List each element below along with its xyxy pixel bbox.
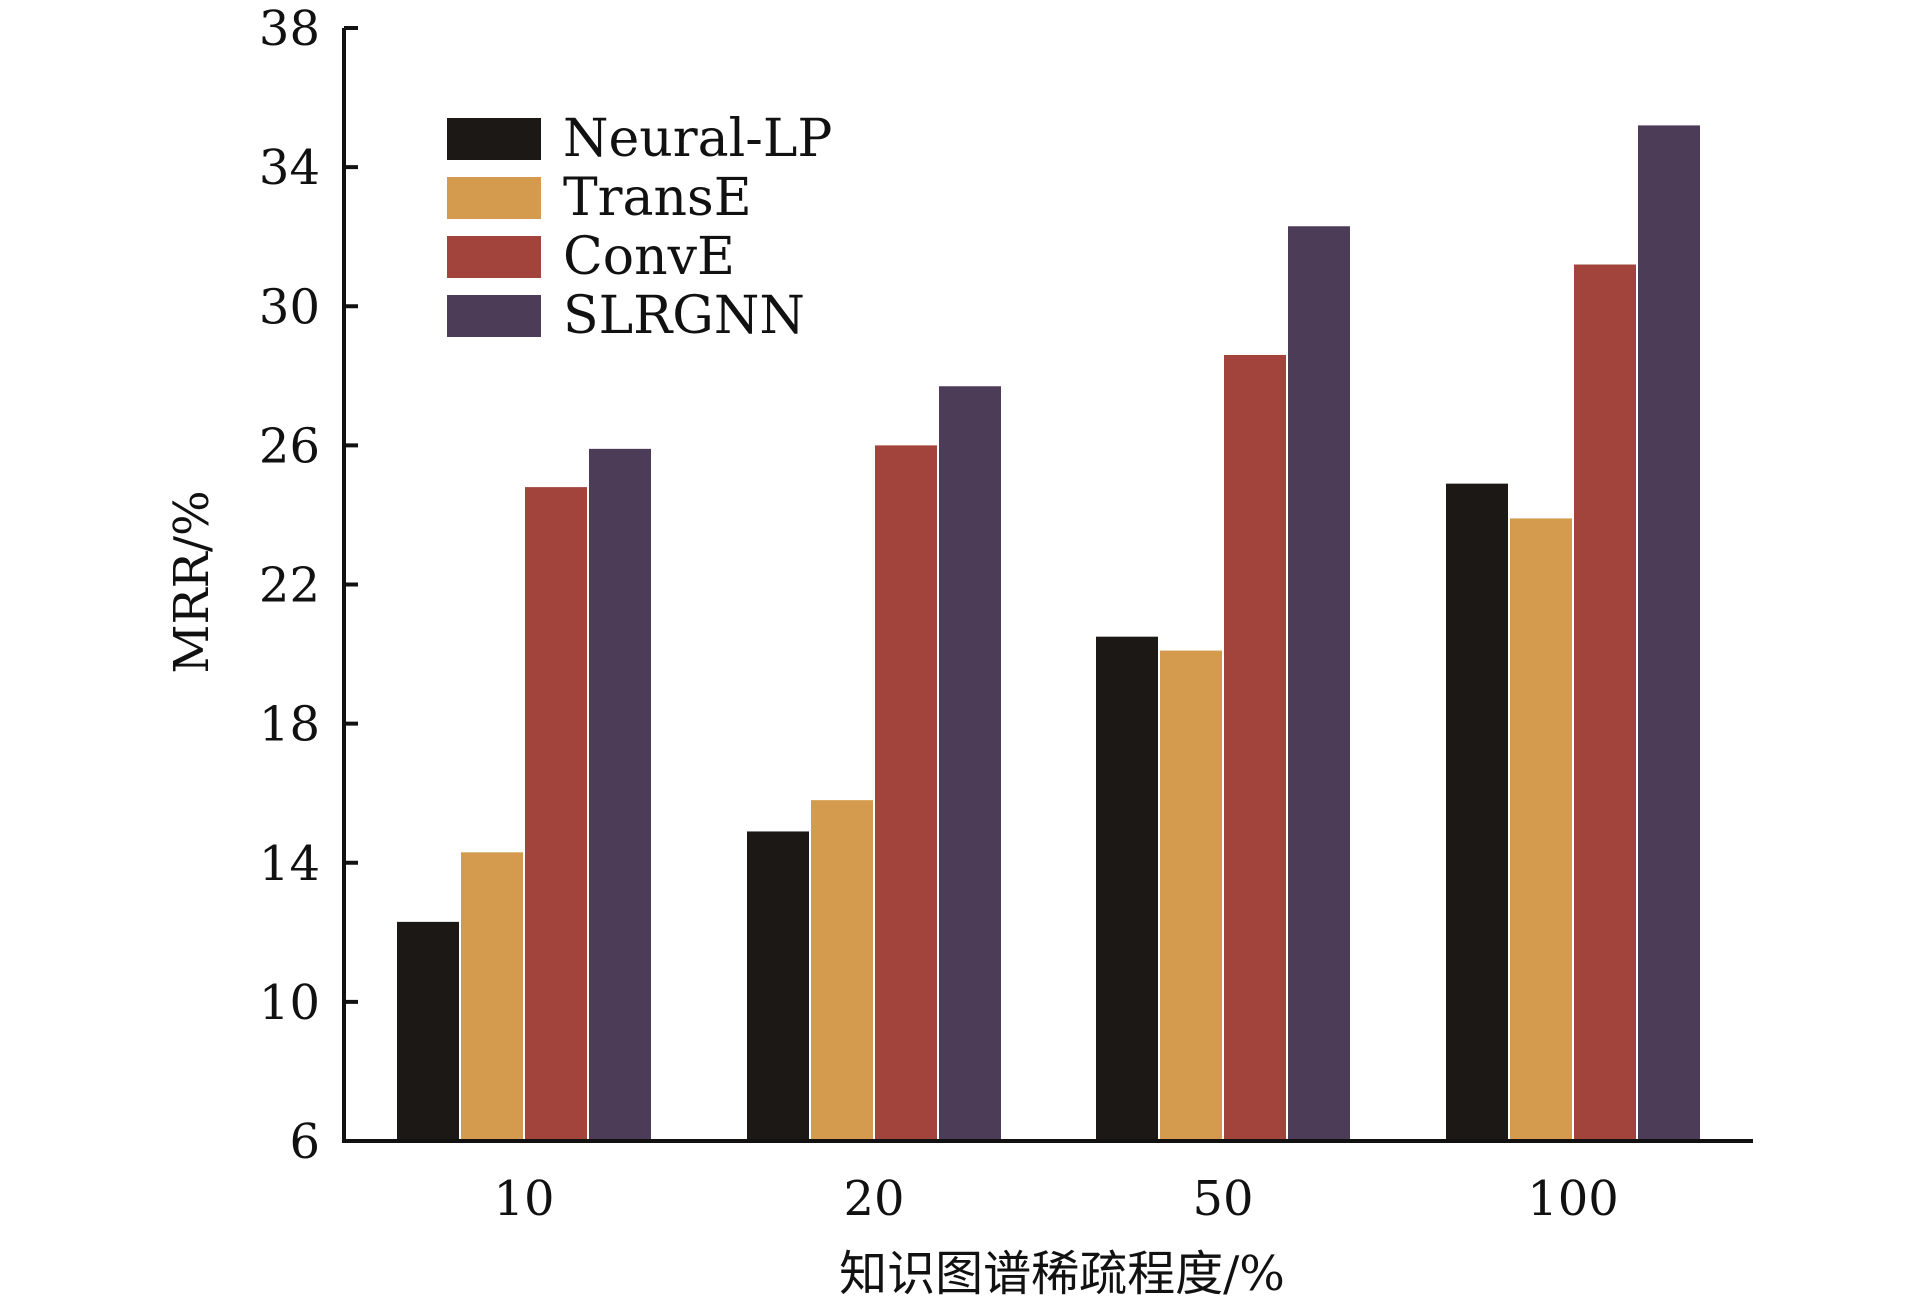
y-ticks: 6 10 14 18 22 26 30 34 38 <box>259 1 358 1170</box>
x-tick-label: 10 <box>493 1171 554 1227</box>
legend-label: Neural-LP <box>563 109 832 169</box>
y-tick-label: 18 <box>259 697 320 753</box>
bar-conve-20 <box>875 445 937 1141</box>
y-tick-label: 14 <box>259 836 320 892</box>
x-tick-label: 50 <box>1192 1171 1253 1227</box>
bar-conve-50 <box>1224 354 1286 1142</box>
bar-neural-lp-20 <box>747 831 809 1141</box>
y-axis-title: MRR/% <box>164 490 220 673</box>
bar-conve-10 <box>525 487 587 1141</box>
bar-slrgnn-50 <box>1288 226 1350 1142</box>
bar-slrgnn-20 <box>939 386 1001 1141</box>
bar-transe-20 <box>811 800 873 1141</box>
legend-swatch-slrgnn <box>447 295 541 337</box>
bar-neural-lp-50 <box>1096 636 1158 1141</box>
legend-label: SLRGNN <box>563 286 805 346</box>
bar-slrgnn-100 <box>1638 125 1700 1141</box>
y-tick-label: 34 <box>259 140 320 196</box>
bar-transe-100 <box>1510 518 1572 1141</box>
y-tick-label: 6 <box>289 1114 320 1170</box>
x-ticks: 10 20 50 100 <box>493 1171 1618 1227</box>
bars-group <box>397 125 1700 1142</box>
legend-label: ConvE <box>563 227 735 287</box>
x-tick-label: 100 <box>1527 1171 1619 1227</box>
legend-swatch-conve <box>447 236 541 278</box>
legend-swatch-transe <box>447 177 541 219</box>
bar-neural-lp-100 <box>1446 483 1508 1141</box>
y-tick-label: 10 <box>259 975 320 1031</box>
legend-swatch-neural-lp <box>447 118 541 160</box>
legend-label: TransE <box>563 168 752 228</box>
bar-transe-50 <box>1160 650 1222 1141</box>
bar-transe-10 <box>461 852 523 1141</box>
bar-conve-100 <box>1574 264 1636 1141</box>
y-tick-label: 22 <box>259 558 320 614</box>
x-tick-label: 20 <box>843 1171 904 1227</box>
y-tick-label: 30 <box>259 279 320 335</box>
x-axis-title: 知识图谱稀疏程度/% <box>839 1246 1285 1299</box>
bar-slrgnn-10 <box>589 448 651 1141</box>
y-tick-label: 26 <box>259 418 320 474</box>
y-tick-label: 38 <box>259 1 320 57</box>
bar-neural-lp-10 <box>397 921 459 1141</box>
